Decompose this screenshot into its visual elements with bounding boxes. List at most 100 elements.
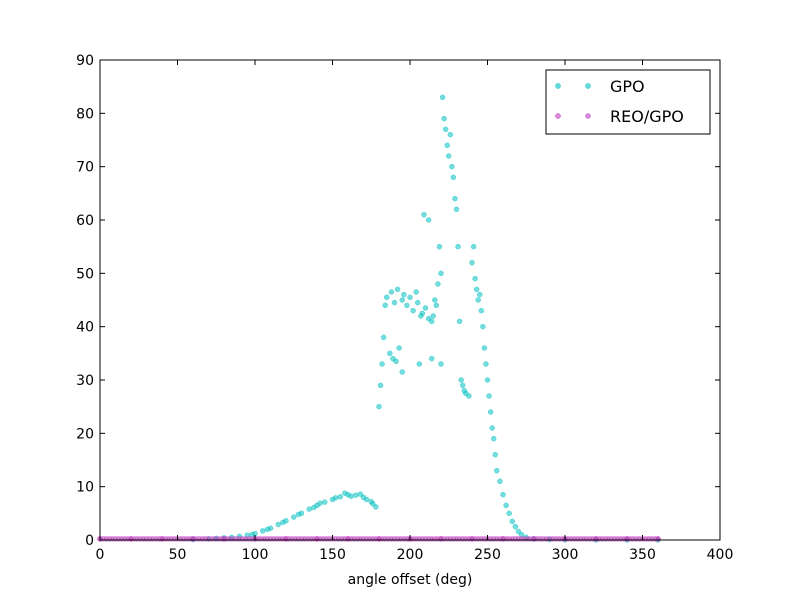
y-tick-label: 80 <box>76 106 94 122</box>
y-tick-label: 40 <box>76 320 94 336</box>
ticks-layer: 0 50 100 150 200 250 300 350 400 0 10 20 30 40 50 60 70 8… <box>76 53 733 563</box>
y-tick-label: 30 <box>76 373 94 389</box>
data-point <box>421 211 427 218</box>
data-point <box>357 491 364 497</box>
data-point <box>317 500 323 506</box>
x-tick-label: 400 <box>707 547 734 563</box>
data-point <box>500 491 506 498</box>
data-point <box>450 174 457 181</box>
data-point <box>363 496 370 503</box>
data-point <box>447 131 454 138</box>
x-tick-label: 250 <box>474 547 501 563</box>
data-point <box>432 297 438 303</box>
data-point <box>295 511 302 518</box>
data-point <box>497 478 503 485</box>
data-point <box>384 294 390 301</box>
data-point <box>472 275 478 282</box>
data-point <box>455 243 461 250</box>
data-point <box>391 299 398 306</box>
x-axis-label: angle offset (deg) <box>348 572 473 588</box>
data-point <box>486 393 492 399</box>
data-point <box>503 502 509 509</box>
data-point <box>291 514 297 520</box>
data-point <box>370 500 376 507</box>
data-point <box>490 435 497 442</box>
legend-label: REO/GPO <box>610 107 684 126</box>
x-tick-label: 150 <box>319 547 346 563</box>
data-point <box>399 369 405 375</box>
data-point <box>480 323 486 330</box>
legend-marker <box>585 83 591 89</box>
data-point <box>438 270 444 277</box>
x-tick-label: 50 <box>169 547 187 563</box>
y-tick-label: 20 <box>76 426 94 442</box>
data-point <box>382 302 388 309</box>
series-0 <box>190 94 661 543</box>
data-point <box>459 382 466 389</box>
legend-marker <box>555 113 561 119</box>
data-point <box>452 195 458 202</box>
data-point <box>306 506 312 512</box>
data-point <box>280 519 286 526</box>
data-point <box>415 299 421 306</box>
data-point <box>438 361 444 367</box>
data-point <box>404 302 410 309</box>
data-point <box>425 217 432 223</box>
series-layer <box>97 94 661 543</box>
x-tick-label: 200 <box>397 547 424 563</box>
data-point <box>473 286 480 293</box>
data-point <box>322 499 328 505</box>
y-tick-label: 10 <box>76 480 94 496</box>
data-point <box>337 494 343 500</box>
data-point <box>410 307 416 314</box>
data-point <box>444 142 450 149</box>
data-point <box>449 163 455 170</box>
data-point <box>477 291 483 298</box>
x-tick-label: 0 <box>96 547 105 563</box>
data-point <box>439 94 446 101</box>
data-point <box>422 305 429 311</box>
data-point <box>264 526 271 533</box>
data-point <box>458 377 464 383</box>
legend-entries: GPO REO/GPO <box>555 77 684 126</box>
x-tick-label: 350 <box>629 547 656 563</box>
data-point <box>441 115 447 122</box>
data-point <box>512 523 519 530</box>
data-point <box>506 510 512 517</box>
data-point <box>484 377 491 383</box>
data-point <box>380 334 387 341</box>
data-point <box>416 361 423 367</box>
legend-marker <box>585 113 591 119</box>
data-point <box>396 345 402 351</box>
data-point <box>494 467 500 474</box>
data-point <box>469 259 475 266</box>
plot-area: 0 50 100 150 200 250 300 350 400 0 10 20 30 40 50 60 70 8… <box>76 53 733 563</box>
data-point <box>433 302 440 309</box>
y-tick-label: 60 <box>76 213 94 229</box>
data-point <box>442 126 449 133</box>
data-point <box>475 297 481 303</box>
data-point <box>428 318 435 325</box>
data-point <box>332 495 339 501</box>
data-point <box>376 403 382 410</box>
data-point <box>481 345 488 351</box>
x-tick-label: 300 <box>552 547 579 563</box>
data-point <box>428 355 435 362</box>
y-tick-label: 70 <box>76 160 94 176</box>
data-point <box>377 382 384 389</box>
legend-marker <box>555 83 561 89</box>
data-point <box>413 289 419 295</box>
data-point <box>466 393 472 399</box>
data-point <box>492 451 498 458</box>
data-point <box>260 528 266 534</box>
legend-box <box>545 69 711 135</box>
data-point <box>311 504 317 511</box>
data-point <box>379 361 385 367</box>
data-point <box>407 294 413 301</box>
legend-label: GPO <box>610 77 645 96</box>
data-point <box>478 307 485 314</box>
data-point <box>387 350 393 357</box>
y-tick-label: 90 <box>76 53 94 69</box>
data-point <box>487 409 494 415</box>
data-point <box>393 358 399 365</box>
